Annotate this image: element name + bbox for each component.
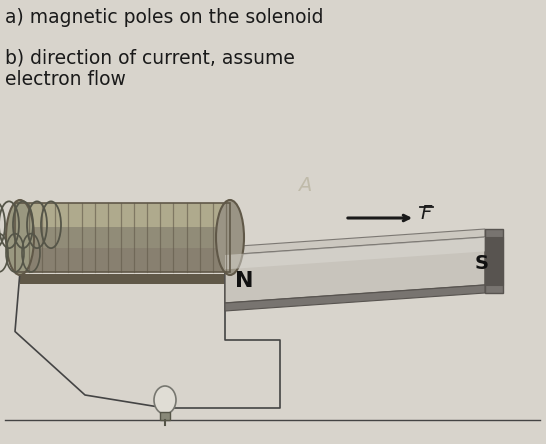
Bar	[15, 203, 230, 227]
Bar	[160, 412, 170, 420]
Text: F: F	[420, 203, 431, 222]
Text: S: S	[475, 254, 489, 273]
Polygon shape	[485, 237, 503, 285]
Polygon shape	[225, 229, 485, 255]
Ellipse shape	[216, 200, 244, 275]
Ellipse shape	[6, 200, 34, 275]
Text: b) direction of current, assume
electron flow: b) direction of current, assume electron…	[5, 48, 295, 89]
Bar	[15, 203, 230, 272]
Polygon shape	[485, 229, 503, 293]
Text: A: A	[298, 175, 312, 194]
Text: N: N	[235, 271, 253, 291]
Ellipse shape	[154, 386, 176, 414]
Polygon shape	[225, 285, 485, 311]
Polygon shape	[225, 237, 485, 270]
Text: a) magnetic poles on the solenoid: a) magnetic poles on the solenoid	[5, 8, 323, 27]
Polygon shape	[20, 274, 230, 284]
Bar	[15, 227, 230, 248]
Polygon shape	[225, 237, 485, 303]
Bar	[15, 203, 230, 272]
